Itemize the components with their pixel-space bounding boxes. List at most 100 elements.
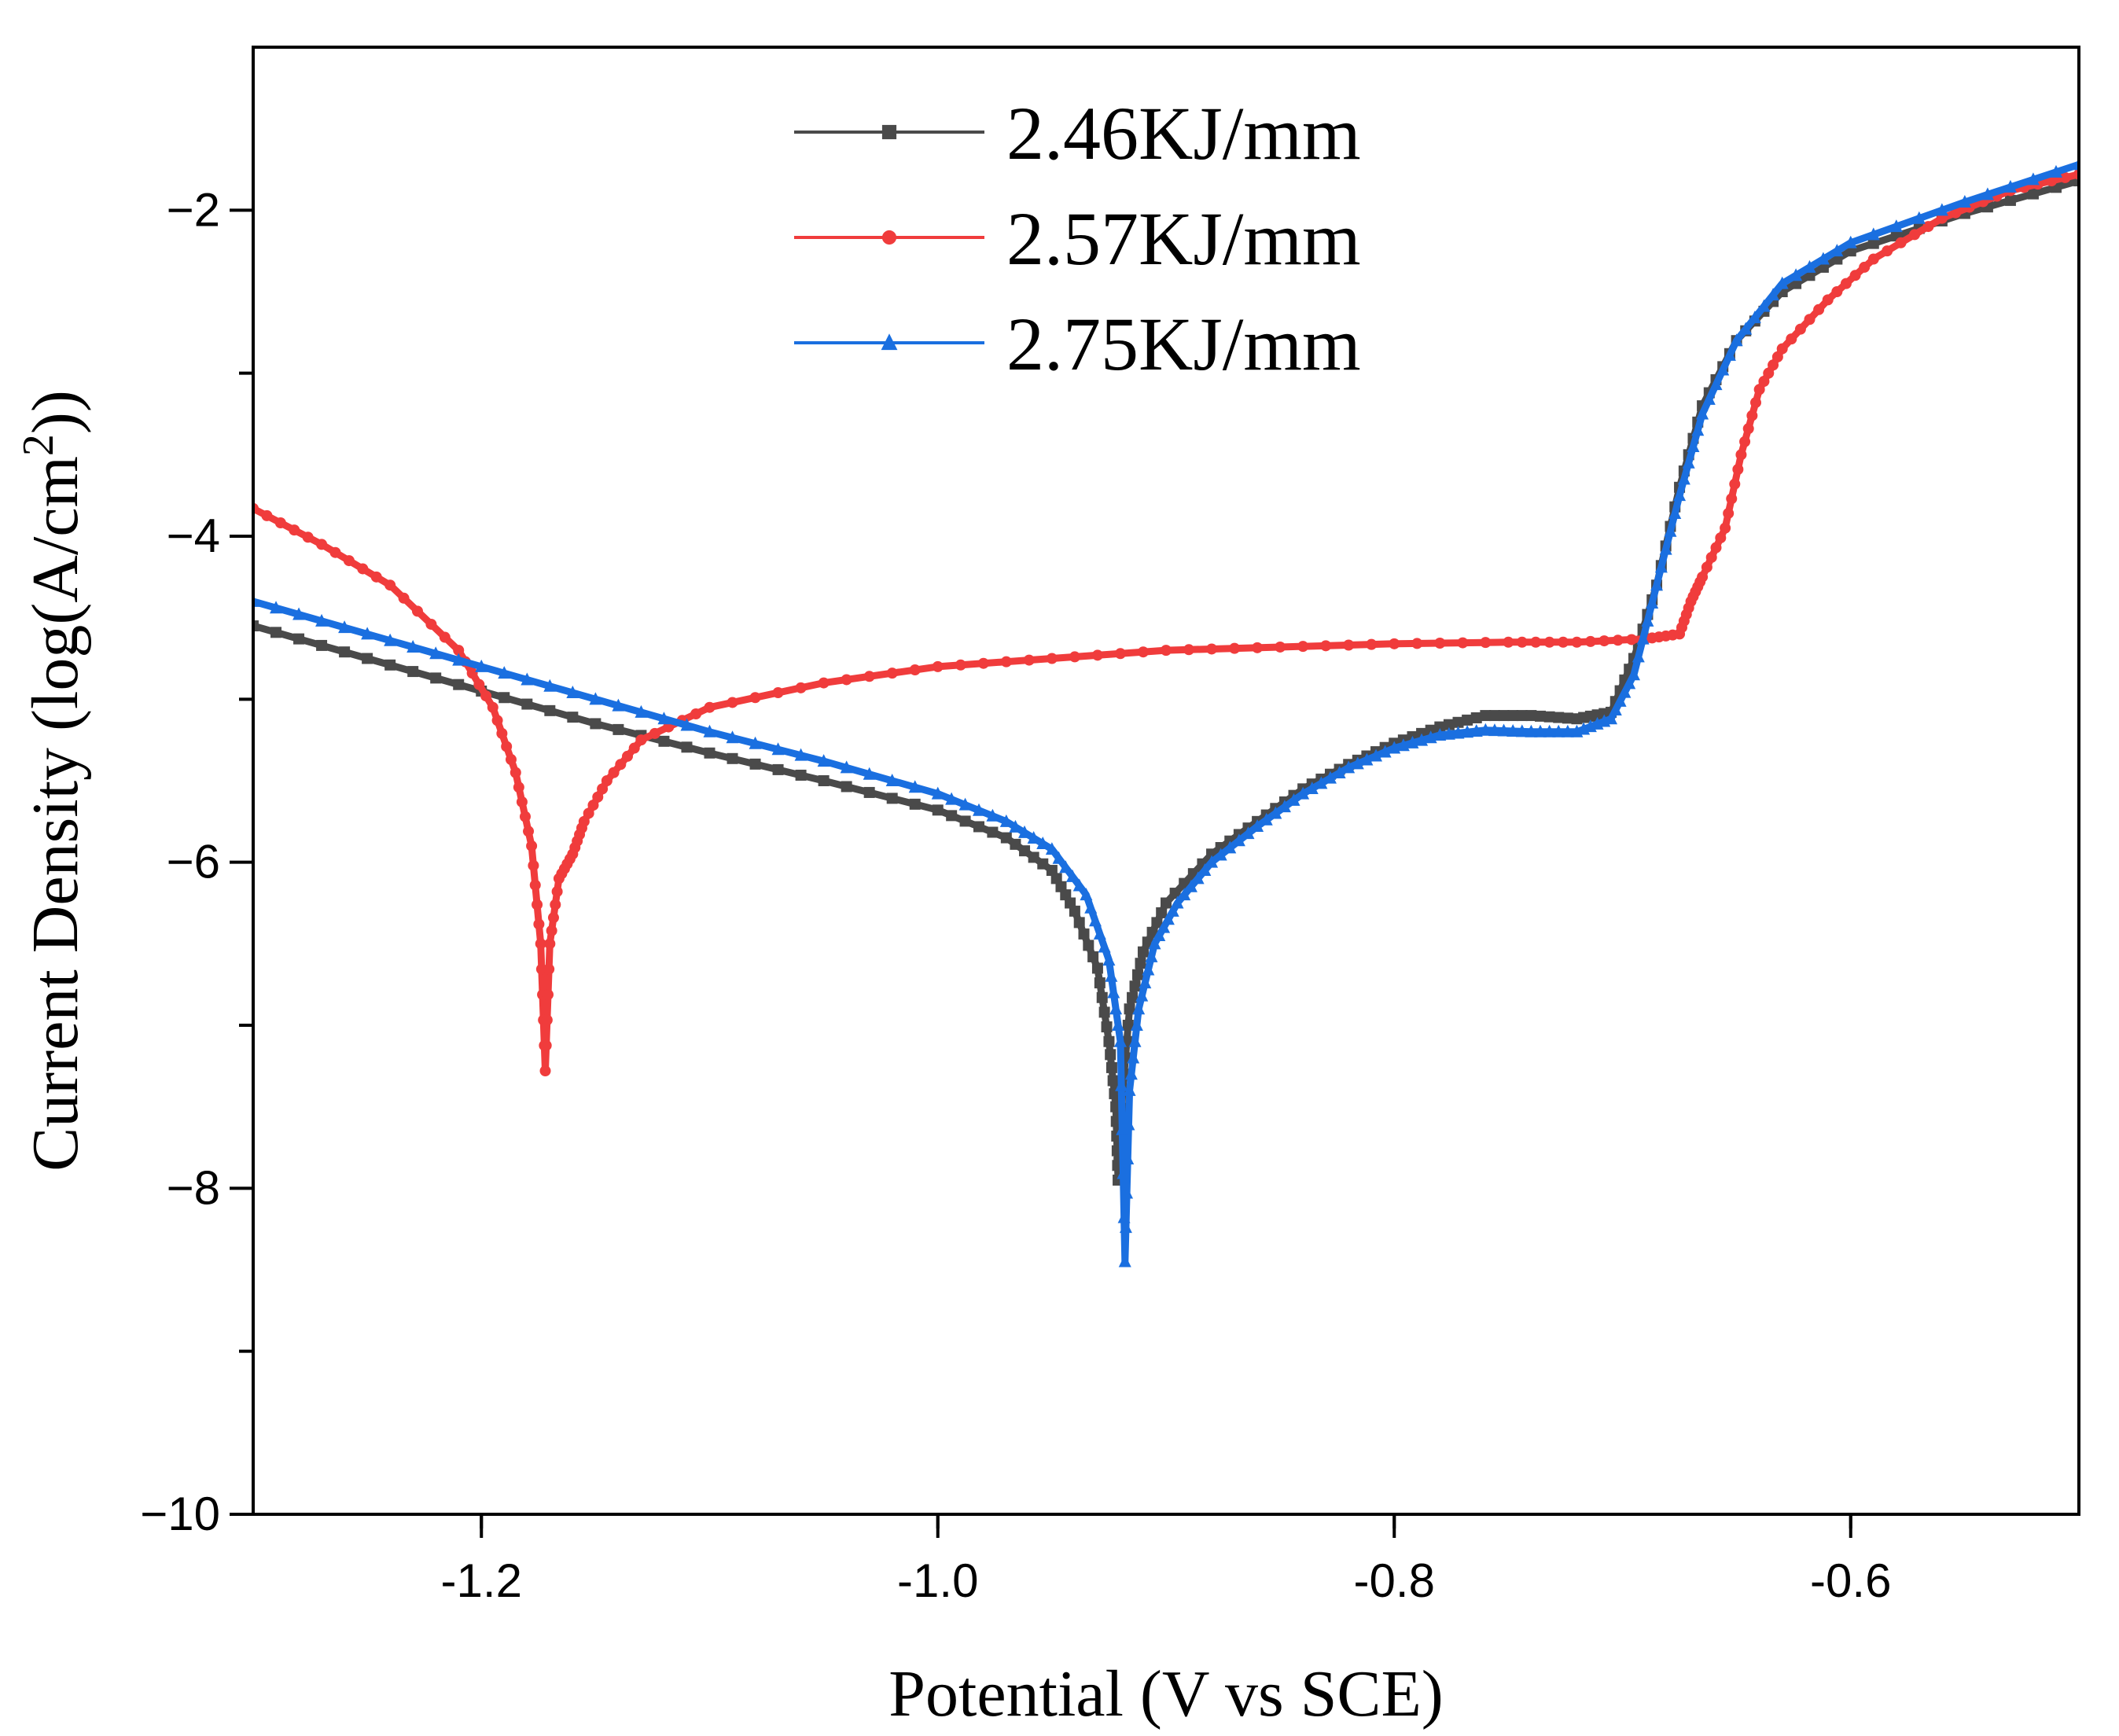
series-marker [473,679,485,690]
series-marker [635,734,647,746]
series-marker [316,639,328,651]
legend: 2.46KJ/mm 2.57KJ/mm 2.75KJ/mm [794,91,1361,386]
series-marker [1677,472,1690,485]
series-marker [1087,951,1099,962]
y-axis-title: Current Density (log(A/cm2)) [14,390,92,1171]
x-axis-ticks: -1.2 -1.0 -0.8 -0.6 [441,1514,1891,1607]
series-marker [1072,878,1086,892]
series-marker [551,885,563,897]
series-marker [516,796,528,807]
series-marker [1275,641,1286,653]
series-marker [1729,478,1741,490]
series-marker [566,686,579,699]
series-marker [1107,1075,1119,1087]
series-marker [1161,645,1172,657]
series-marker [657,712,671,725]
series-marker [1019,845,1031,857]
series-marker [491,715,503,726]
series-marker [2026,172,2040,186]
series-marker [1102,953,1116,966]
series-marker [1360,752,1374,766]
series-marker [1750,396,1762,408]
series-marker [1127,991,1139,1003]
series-marker [578,815,590,827]
series-marker [1091,649,1103,661]
series-marker [544,704,556,716]
legend-label: 2.46KJ/mm [1006,91,1361,175]
series-marker [818,677,830,689]
series-marker [501,741,513,752]
series-marker [293,633,305,645]
series-marker [1732,463,1744,475]
y-tick-label: −2 [167,183,220,236]
series-marker [794,748,808,761]
series-marker [1018,825,1032,838]
series-marker [466,668,478,679]
series-marker [841,781,852,793]
series-marker [1775,276,1789,289]
series-marker [343,555,355,567]
series-marker [1135,988,1149,1002]
series-marker [547,912,559,924]
series-marker [1118,1254,1131,1267]
series-marker [550,899,561,910]
series-marker [1461,725,1474,738]
y-axis-ticks: −10 −8 −6 −4 −2 [140,183,253,1540]
series-marker [817,754,830,767]
series-marker [1096,991,1108,1003]
series-marker [1844,235,1857,248]
series-marker [973,821,984,833]
series-marker [370,571,382,583]
series-marker [1046,653,1058,664]
series-marker [1882,245,1893,257]
series-marker [1768,359,1779,371]
series-marker [1434,721,1446,733]
series-marker [543,679,557,692]
series-marker [316,539,328,550]
series-marker [608,767,620,778]
series-marker [1229,642,1241,654]
series-marker [1297,786,1310,800]
series-marker [523,826,535,837]
series-marker [1632,649,1645,663]
series-marker [521,672,534,686]
series-marker [453,645,465,657]
series-marker [1604,712,1617,725]
series-marker [1584,635,1596,647]
series-marker [1543,636,1555,648]
series-marker [818,775,830,786]
series-marker [1333,766,1346,779]
series-marker [339,646,351,658]
series-marker [628,742,640,754]
series-marker [1098,1006,1110,1018]
series-marker [1822,294,1834,306]
series-marker [519,811,531,822]
y-axis-title-end: )) [19,390,92,434]
series-marker [498,692,510,704]
series-marker [840,760,853,774]
series-marker [1129,980,1141,992]
series-marker [885,774,899,786]
series-marker [315,613,329,627]
series-marker [1198,863,1212,877]
series-marker [1370,748,1383,762]
series-marker [1697,571,1709,583]
x-axis-title: Potential (V vs SCE) [888,1657,1443,1730]
series-marker [505,754,517,766]
series-marker [583,807,594,819]
series-marker [1935,203,1948,216]
series-marker [1132,969,1144,980]
series-marker [2027,188,2039,200]
series-marker [1107,985,1120,999]
series-marker [1506,723,1520,737]
series-marker [726,730,739,744]
series-marker [1089,914,1102,927]
series-marker [704,747,716,759]
series-marker [1116,1122,1129,1135]
series-marker [1867,237,1879,249]
series-marker [1161,897,1172,909]
series-marker [749,758,761,770]
series-marker [1687,439,1700,452]
series-marker [1146,926,1158,938]
series-marker [1028,851,1039,863]
